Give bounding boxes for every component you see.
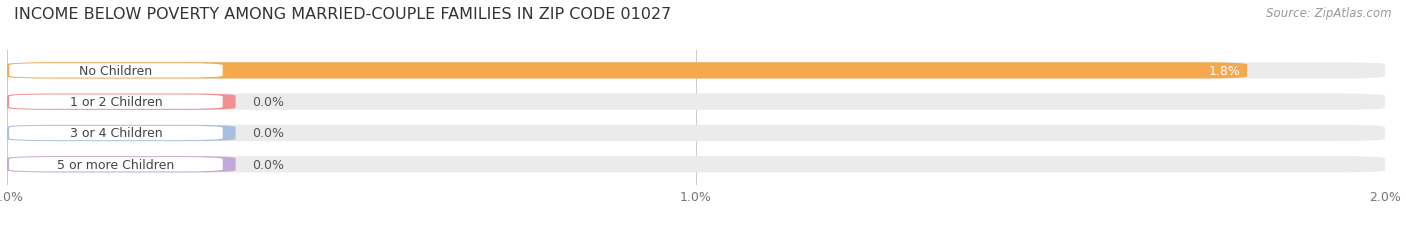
Text: 3 or 4 Children: 3 or 4 Children	[69, 127, 162, 140]
FancyBboxPatch shape	[7, 94, 236, 110]
FancyBboxPatch shape	[7, 63, 1247, 79]
Text: 1.8%: 1.8%	[1208, 65, 1240, 78]
FancyBboxPatch shape	[8, 64, 222, 78]
Text: Source: ZipAtlas.com: Source: ZipAtlas.com	[1267, 7, 1392, 20]
Text: 0.0%: 0.0%	[252, 96, 284, 109]
Text: INCOME BELOW POVERTY AMONG MARRIED-COUPLE FAMILIES IN ZIP CODE 01027: INCOME BELOW POVERTY AMONG MARRIED-COUPL…	[14, 7, 671, 22]
FancyBboxPatch shape	[7, 156, 236, 173]
Text: 5 or more Children: 5 or more Children	[58, 158, 174, 171]
Text: 0.0%: 0.0%	[252, 158, 284, 171]
Text: No Children: No Children	[79, 65, 152, 78]
FancyBboxPatch shape	[7, 156, 1385, 173]
FancyBboxPatch shape	[8, 157, 222, 172]
FancyBboxPatch shape	[7, 125, 236, 142]
FancyBboxPatch shape	[7, 63, 1385, 79]
FancyBboxPatch shape	[7, 94, 1385, 110]
FancyBboxPatch shape	[7, 125, 1385, 142]
Text: 1 or 2 Children: 1 or 2 Children	[69, 96, 162, 109]
FancyBboxPatch shape	[8, 95, 222, 109]
Text: 0.0%: 0.0%	[252, 127, 284, 140]
FancyBboxPatch shape	[8, 126, 222, 140]
